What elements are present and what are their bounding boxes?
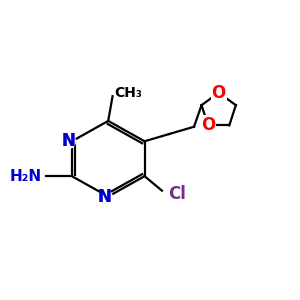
Text: N: N [61, 132, 75, 150]
Text: H₂N: H₂N [9, 169, 41, 184]
Text: N: N [61, 132, 75, 150]
Text: O: O [201, 116, 215, 134]
Text: N: N [98, 188, 112, 206]
Text: N: N [98, 188, 112, 206]
Text: CH₃: CH₃ [115, 86, 142, 100]
Text: Cl: Cl [168, 184, 186, 202]
Text: O: O [212, 84, 226, 102]
